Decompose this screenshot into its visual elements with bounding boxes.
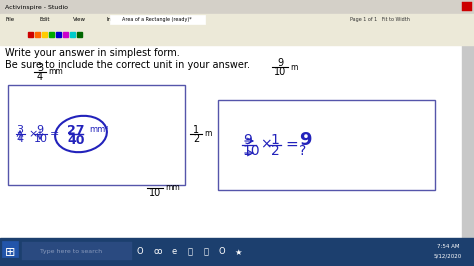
Text: m: m — [204, 130, 211, 139]
Text: Page 1 of 1   Fit to Width: Page 1 of 1 Fit to Width — [350, 17, 410, 22]
Text: =: = — [50, 129, 59, 139]
Text: 7:54 AM: 7:54 AM — [437, 243, 459, 248]
Text: ⊞: ⊞ — [5, 246, 15, 259]
Text: 10: 10 — [149, 188, 161, 198]
Text: =: = — [285, 136, 298, 152]
Bar — [218, 100, 435, 190]
Text: Tools: Tools — [141, 17, 155, 22]
Bar — [2, 241, 18, 257]
Text: Area of a Rectangle (ready)*: Area of a Rectangle (ready)* — [122, 17, 192, 22]
Text: 27: 27 — [67, 123, 85, 136]
Text: 1: 1 — [270, 133, 279, 147]
Bar — [110, 15, 205, 24]
Bar — [49, 32, 54, 37]
Text: 4: 4 — [37, 72, 43, 82]
Ellipse shape — [55, 116, 107, 152]
Bar — [28, 32, 33, 37]
Bar — [0, 25, 474, 45]
Text: Type here to search: Type here to search — [40, 250, 102, 255]
Text: ꝏ: ꝏ — [154, 247, 162, 256]
Text: 3: 3 — [37, 63, 43, 73]
Bar — [462, 2, 472, 11]
Bar — [0, 14, 474, 25]
Text: Help: Help — [175, 17, 188, 22]
Text: ?: ? — [299, 144, 306, 158]
Bar — [42, 32, 47, 37]
Text: m: m — [290, 63, 297, 72]
Bar — [22, 242, 132, 260]
Text: O: O — [137, 247, 143, 256]
Bar — [451, 2, 461, 11]
Text: 📧: 📧 — [203, 247, 209, 256]
Text: 9: 9 — [299, 131, 311, 149]
Text: 10: 10 — [242, 144, 260, 158]
Text: mm: mm — [48, 68, 63, 77]
Bar — [0, 45, 462, 238]
Text: mm²: mm² — [89, 124, 109, 134]
Text: ★: ★ — [234, 247, 242, 256]
Text: ×: × — [260, 137, 272, 151]
Text: Edit: Edit — [39, 17, 49, 22]
Text: 5/12/2020: 5/12/2020 — [434, 253, 462, 259]
Text: 9: 9 — [277, 58, 283, 68]
Bar — [0, 0, 474, 14]
Bar — [63, 32, 68, 37]
Bar — [8, 85, 185, 185]
Text: 40: 40 — [67, 135, 85, 148]
Text: View: View — [73, 17, 86, 22]
Bar — [462, 45, 474, 238]
Text: ×: × — [28, 129, 37, 139]
Text: 2: 2 — [193, 134, 199, 144]
Text: 10: 10 — [34, 134, 48, 144]
Text: Be sure to include the correct unit in your answer.: Be sure to include the correct unit in y… — [5, 60, 250, 70]
Text: 9: 9 — [243, 133, 252, 147]
Bar — [440, 2, 450, 11]
Text: File: File — [5, 17, 14, 22]
Text: 2: 2 — [271, 144, 280, 158]
Text: 4: 4 — [16, 134, 23, 144]
Text: ⬛: ⬛ — [188, 247, 192, 256]
Text: e: e — [172, 247, 177, 256]
Text: 3: 3 — [16, 125, 23, 135]
Bar — [0, 238, 474, 266]
Text: Write your answer in simplest form.: Write your answer in simplest form. — [5, 48, 180, 58]
Bar — [77, 32, 82, 37]
Text: Activinspire - Studio: Activinspire - Studio — [5, 5, 68, 10]
Text: Insert: Insert — [107, 17, 123, 22]
Bar — [56, 32, 61, 37]
Text: 1: 1 — [193, 125, 199, 135]
Bar — [35, 32, 40, 37]
Text: 9: 9 — [36, 125, 43, 135]
Text: mm: mm — [165, 184, 180, 193]
Text: O: O — [219, 247, 225, 256]
Text: 10: 10 — [274, 67, 286, 77]
Bar — [70, 32, 75, 37]
